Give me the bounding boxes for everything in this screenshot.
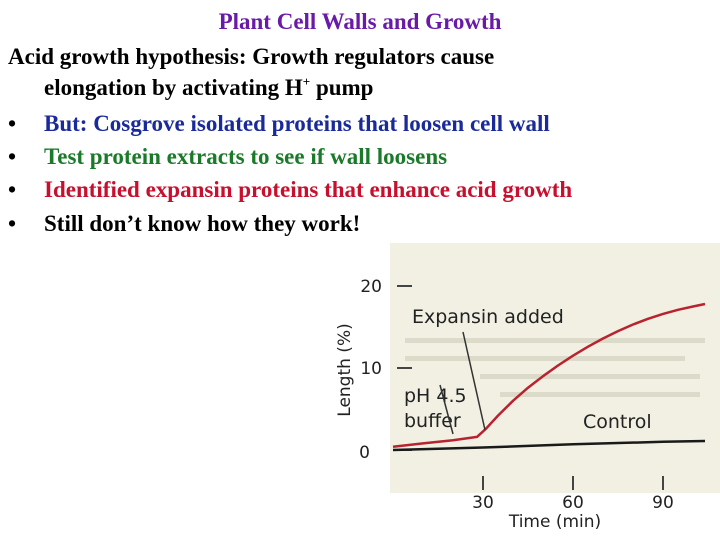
bullet-expansin: Identified expansin proteins that enhanc… xyxy=(44,177,573,202)
annotation-ph-line1: pH 4.5 xyxy=(404,385,467,407)
bullet-test-extracts: Test protein extracts to see if wall loo… xyxy=(44,144,448,169)
annotation-ph-line2: buffer xyxy=(404,410,461,432)
bullet-cosgrove: But: Cosgrove isolated proteins that loo… xyxy=(44,111,550,136)
faded-background-text xyxy=(405,338,705,397)
x-tick-label-30: 30 xyxy=(472,493,494,513)
y-axis-label: Length (%) xyxy=(335,323,355,416)
annotation-buffer-pointer xyxy=(439,384,454,435)
h-plus-superscript: + xyxy=(302,74,311,89)
annotation-expansin-pointer xyxy=(462,331,486,431)
intro-line-2: elongation by activating H+ pump xyxy=(44,73,373,102)
y-tick-label-0: 0 xyxy=(359,443,370,463)
x-tick-label-90: 90 xyxy=(652,493,674,513)
annotation-expansin-added: Expansin added xyxy=(412,306,564,328)
bullet-marker-2: • xyxy=(8,144,17,169)
y-tick-label-20: 20 xyxy=(360,277,382,297)
bullet-marker-1: • xyxy=(8,111,17,136)
slide-title: Plant Cell Walls and Growth xyxy=(218,9,502,34)
annotation-control: Control xyxy=(583,411,652,433)
bullet-still-unknown: Still don’t know how they work! xyxy=(44,211,361,236)
x-axis-label: Time (min) xyxy=(508,512,601,532)
y-tick-label-10: 10 xyxy=(360,359,382,379)
series-layer xyxy=(392,302,706,452)
series-expansin-line xyxy=(392,302,706,448)
bullet-marker-3: • xyxy=(8,177,17,202)
x-tick-label-60: 60 xyxy=(562,493,584,513)
series-control-line xyxy=(392,439,706,452)
intro-line-2-end: pump xyxy=(310,75,374,100)
intro-line-2-start: elongation by activating H xyxy=(44,75,303,100)
expansin-growth-chart: 20 10 0 Length (%) 30 60 90 Time (min) E… xyxy=(335,243,720,532)
intro-line-1: Acid growth hypothesis: Growth regulator… xyxy=(8,44,495,69)
bullet-marker-4: • xyxy=(8,211,17,236)
